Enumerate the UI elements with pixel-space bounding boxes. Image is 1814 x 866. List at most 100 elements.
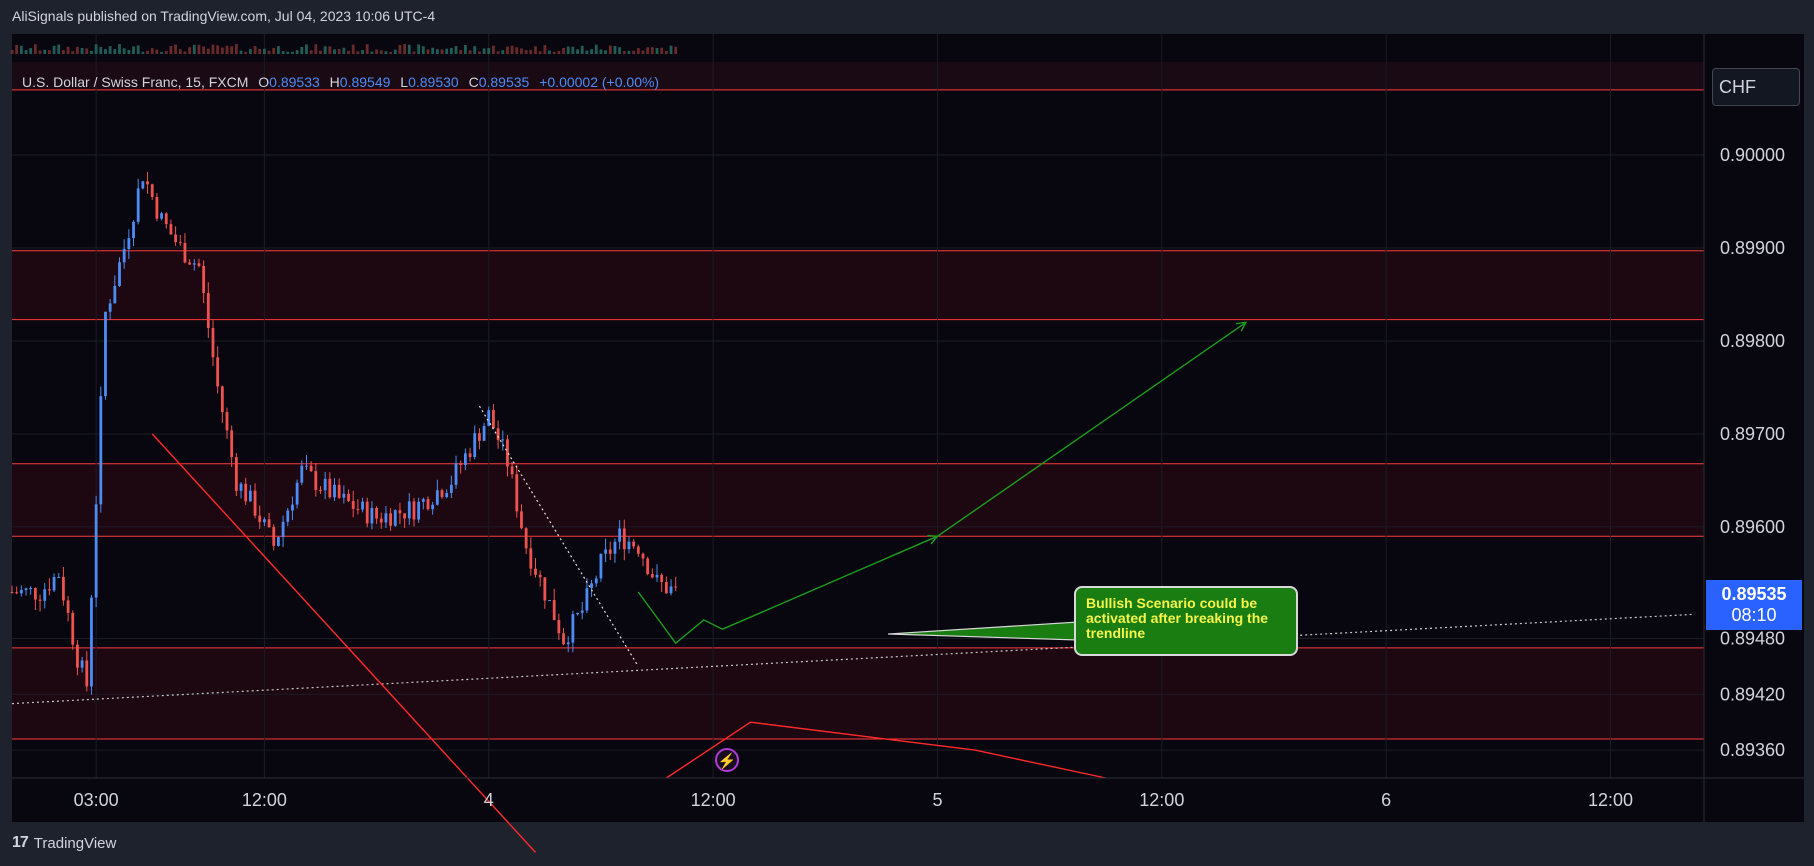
candle-body	[19, 589, 23, 594]
volume-bar	[230, 46, 234, 54]
volume-bar	[641, 50, 645, 54]
volume-bar	[351, 44, 355, 54]
candle-body	[454, 463, 458, 485]
volume-bar	[454, 46, 458, 54]
volume-bar	[632, 50, 636, 54]
candle-body	[356, 508, 360, 510]
volume-bar	[417, 44, 421, 54]
volume-bar	[211, 44, 215, 54]
volume-layer	[10, 44, 678, 54]
bullish-scenario-callout[interactable]: Bullish Scenario could be activated afte…	[1074, 586, 1298, 656]
volume-bar	[669, 45, 673, 54]
volume-bar	[356, 51, 360, 54]
candle-body	[281, 521, 285, 538]
candle-body	[47, 589, 51, 591]
candle-body	[384, 513, 388, 523]
volume-bar	[478, 51, 481, 54]
candle-body	[393, 510, 397, 526]
volume-bar	[393, 49, 397, 54]
volume-bar	[43, 49, 47, 54]
legend-open-label: O	[258, 74, 270, 90]
symbol-legend: U.S. Dollar / Swiss Franc, 15, FXCM O0.8…	[22, 74, 659, 90]
volume-bar	[253, 46, 257, 54]
volume-bar	[118, 44, 121, 54]
candle-body	[305, 465, 308, 467]
volume-bar	[76, 46, 79, 54]
volume-bar	[664, 51, 668, 54]
bullish-path	[637, 321, 1247, 645]
volume-bar	[421, 46, 425, 54]
candle-body	[66, 600, 70, 613]
volume-bar	[52, 45, 56, 54]
currency-label: CHF	[1719, 77, 1756, 97]
candle-body	[473, 433, 477, 458]
volume-bar	[468, 50, 472, 54]
volume-bar	[197, 44, 201, 54]
volume-bar	[33, 44, 37, 54]
candle-body	[365, 501, 369, 524]
volume-bar	[220, 47, 224, 54]
candle-body	[599, 553, 603, 579]
volume-bar	[412, 51, 416, 54]
volume-bar	[272, 47, 276, 54]
volume-bar	[449, 47, 453, 54]
volume-bar	[62, 50, 65, 54]
volume-bar	[622, 51, 626, 54]
volume-bar	[132, 46, 135, 54]
candle-body	[104, 311, 107, 397]
volume-bar	[136, 45, 140, 54]
bearish-path	[666, 721, 1106, 779]
callout-text: Bullish Scenario could be activated afte…	[1086, 595, 1269, 641]
candle-body	[216, 357, 220, 387]
candle-body	[534, 568, 537, 575]
volume-bar	[24, 50, 28, 54]
candle-body	[520, 511, 523, 529]
volume-bar	[463, 45, 467, 54]
candle-body	[538, 574, 542, 578]
candle-body	[94, 504, 98, 598]
volume-bar	[431, 47, 435, 54]
volume-bar	[557, 51, 561, 54]
volume-bar	[370, 51, 374, 54]
candle-body	[585, 588, 589, 611]
tradingview-logo-icon: 17	[12, 834, 29, 851]
last-price: 0.89535	[1721, 584, 1787, 604]
legend-low-label: L	[400, 74, 409, 90]
volume-bar	[473, 46, 477, 54]
last-price-tag: 0.89535 08:10	[1706, 580, 1802, 630]
volume-bar	[29, 48, 33, 54]
volume-bar	[407, 44, 411, 54]
candle-body	[580, 610, 584, 613]
candle-body	[169, 224, 173, 235]
y-tick-label: 0.89420	[1720, 684, 1785, 704]
x-tick-label: 12:00	[1139, 790, 1184, 810]
volume-bar	[604, 50, 608, 54]
volume-bar	[492, 45, 495, 54]
volume-bar	[435, 49, 439, 54]
currency-selector[interactable]: CHF	[1712, 68, 1800, 106]
candle-body	[412, 501, 416, 520]
candle-body	[178, 242, 182, 244]
volume-bar	[585, 50, 589, 54]
volume-bar	[333, 49, 336, 54]
volume-bar	[90, 50, 93, 54]
candle-body	[482, 425, 486, 441]
volume-bar	[361, 50, 364, 54]
volume-bar	[548, 50, 551, 54]
candle-body	[118, 262, 121, 286]
footer-brand[interactable]: 17 TradingView	[12, 834, 116, 852]
volume-bar	[277, 46, 280, 54]
candle-body	[90, 597, 93, 687]
candle-body	[183, 242, 187, 263]
candle-body	[426, 499, 430, 510]
y-tick-label: 0.89900	[1720, 238, 1785, 258]
volume-bar	[15, 44, 19, 54]
x-tick-label: 12:00	[242, 790, 287, 810]
candle-body	[669, 586, 673, 594]
volume-bar	[122, 48, 126, 54]
candle-body	[674, 586, 678, 588]
candle-body	[76, 644, 79, 668]
lightning-icon[interactable]: ⚡	[715, 748, 739, 772]
candle-body	[566, 642, 570, 645]
